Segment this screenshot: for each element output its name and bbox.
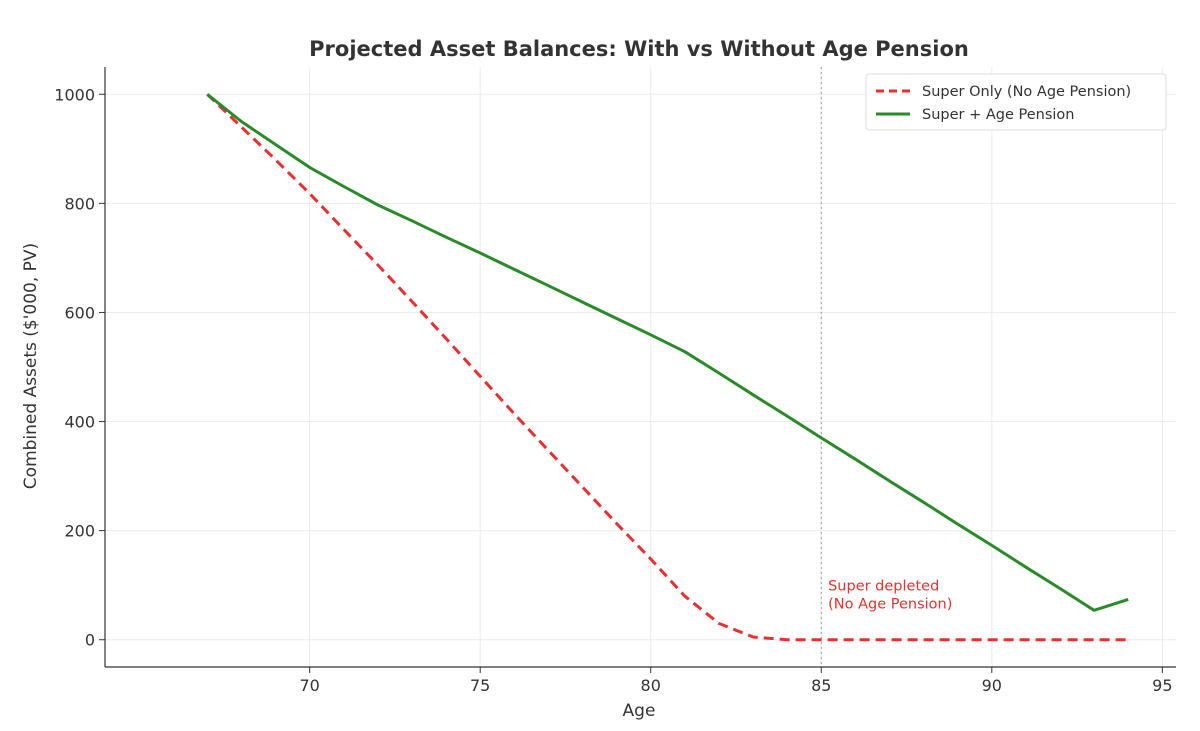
axes	[104, 67, 1176, 668]
y-tick-label-600: 600	[64, 303, 95, 322]
grid	[105, 67, 1176, 667]
y-tick-label-400: 400	[64, 413, 95, 432]
series-line-1	[206, 93, 1129, 612]
x-tick-label-80: 80	[641, 676, 661, 695]
x-tick-label-85: 85	[811, 676, 831, 695]
legend-label-super-only: Super Only (No Age Pension)	[922, 84, 1131, 100]
series-line-0	[206, 93, 1129, 642]
legend: Super Only (No Age Pension) Super + Age …	[865, 73, 1167, 131]
y-tick-label-1000: 1000	[54, 85, 95, 104]
y-tick-label-0: 0	[85, 631, 95, 650]
annotation-line-1: Super depleted	[828, 578, 939, 594]
x-axis-label: Age	[623, 701, 656, 721]
y-tick-label-800: 800	[64, 194, 95, 213]
chart-title: Projected Asset Balances: With vs Withou…	[309, 37, 969, 61]
x-tick-label-95: 95	[1152, 676, 1172, 695]
legend-box	[865, 73, 1167, 131]
annotation-super-depleted: Super depleted (No Age Pension)	[828, 578, 952, 612]
ticks: 70 75 80 85 90 95 0 200 400 600 800 1000	[54, 85, 1172, 695]
series-layer	[206, 93, 1129, 642]
x-tick-label-90: 90	[982, 676, 1002, 695]
legend-label-super-age-pension: Super + Age Pension	[922, 107, 1074, 123]
annotation-line-2: (No Age Pension)	[828, 596, 952, 612]
x-tick-label-70: 70	[299, 676, 319, 695]
x-tick-label-75: 75	[470, 676, 490, 695]
y-tick-label-200: 200	[64, 522, 95, 541]
y-axis-label: Combined Assets ($'000, PV)	[21, 243, 41, 489]
